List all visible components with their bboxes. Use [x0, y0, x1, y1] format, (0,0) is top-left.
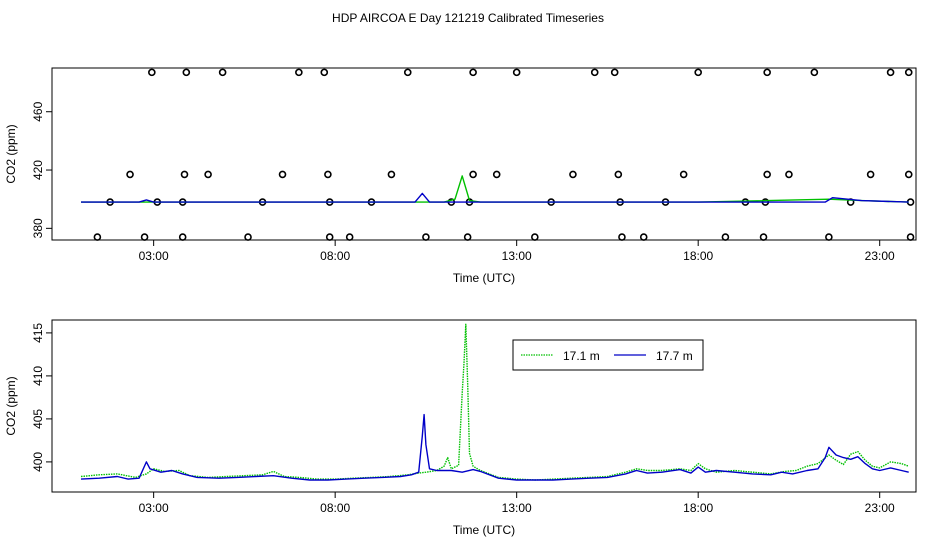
circle-marker [182, 171, 188, 177]
circle-marker [280, 171, 286, 177]
bottom-x-tick-label: 03:00 [139, 501, 169, 515]
circle-marker [514, 69, 520, 75]
top-x-tick-label: 08:00 [320, 249, 350, 263]
circle-marker [619, 234, 625, 240]
circle-marker [296, 69, 302, 75]
circle-marker [888, 69, 894, 75]
circle-marker [761, 234, 767, 240]
circle-marker [615, 171, 621, 177]
circle-marker [764, 171, 770, 177]
circle-marker [786, 171, 792, 177]
circle-marker [494, 171, 500, 177]
top-series [81, 176, 909, 202]
top-x-tick-label: 18:00 [683, 249, 713, 263]
circle-marker [826, 234, 832, 240]
bottom-series-line-1 [81, 415, 909, 480]
circle-marker [388, 171, 394, 177]
circle-marker [245, 234, 251, 240]
circle-marker [612, 69, 618, 75]
legend: 17.1 m 17.7 m [513, 340, 703, 370]
bottom-x-tick-label: 08:00 [320, 501, 350, 515]
top-y-ticks: 380 420 460 [31, 101, 52, 238]
top-y-tick-label: 380 [31, 218, 45, 238]
top-y-tick-label: 460 [31, 101, 45, 121]
bottom-series [81, 324, 909, 480]
circle-marker [695, 69, 701, 75]
top-circle-markers [94, 69, 913, 240]
circle-marker [532, 234, 538, 240]
circle-marker [906, 69, 912, 75]
top-y-axis-label: CO2 (ppm) [4, 124, 18, 183]
circle-marker [641, 234, 647, 240]
circle-marker [592, 69, 598, 75]
circle-marker [811, 69, 817, 75]
bottom-y-ticks: 400 405 410 415 [31, 323, 52, 472]
bottom-series-line-0 [81, 324, 909, 480]
circle-marker [127, 171, 133, 177]
bottom-x-ticks: 03:00 08:00 13:00 18:00 23:00 [139, 492, 895, 515]
circle-marker [681, 171, 687, 177]
chart-title: HDP AIRCOA E Day 121219 Calibrated Times… [332, 11, 604, 25]
circle-marker [908, 234, 914, 240]
circle-marker [347, 234, 353, 240]
top-x-tick-label: 03:00 [139, 249, 169, 263]
top-x-tick-label: 13:00 [502, 249, 532, 263]
top-x-tick-label: 23:00 [865, 249, 895, 263]
top-x-axis-label: Time (UTC) [453, 271, 515, 285]
top-panel: Time (UTC) CO2 (ppm) 03:00 08:00 13:00 18:0… [4, 68, 916, 285]
circle-marker [405, 69, 411, 75]
top-plot-frame [52, 68, 916, 240]
circle-marker [180, 234, 186, 240]
circle-marker [906, 171, 912, 177]
bottom-y-tick-label: 405 [31, 409, 45, 429]
top-y-tick-label: 420 [31, 160, 45, 180]
circle-marker [321, 69, 327, 75]
circle-marker [868, 171, 874, 177]
bottom-x-tick-label: 23:00 [865, 501, 895, 515]
circle-marker [94, 234, 100, 240]
circle-marker [423, 234, 429, 240]
bottom-x-tick-label: 13:00 [502, 501, 532, 515]
bottom-plot-frame [52, 320, 916, 492]
legend-label-1: 17.7 m [656, 349, 693, 363]
bottom-panel: Time (UTC) CO2 (ppm) 03:00 08:00 13:00 18:0… [4, 320, 916, 537]
legend-label-0: 17.1 m [563, 349, 600, 363]
bottom-y-tick-label: 400 [31, 452, 45, 472]
circle-marker [470, 69, 476, 75]
top-x-ticks: 03:00 08:00 13:00 18:00 23:00 [139, 240, 895, 263]
circle-marker [325, 171, 331, 177]
circle-marker [570, 171, 576, 177]
bottom-x-tick-label: 18:00 [683, 501, 713, 515]
circle-marker [470, 171, 476, 177]
circle-marker [722, 234, 728, 240]
circle-marker [205, 171, 211, 177]
bottom-x-axis-label: Time (UTC) [453, 523, 515, 537]
bottom-y-tick-label: 410 [31, 366, 45, 386]
top-series-line-0 [81, 176, 909, 202]
circle-marker [220, 69, 226, 75]
bottom-y-axis-label: CO2 (ppm) [4, 376, 18, 435]
circle-marker [149, 69, 155, 75]
circle-marker [764, 69, 770, 75]
circle-marker [465, 234, 471, 240]
circle-marker [183, 69, 189, 75]
bottom-y-tick-label: 415 [31, 323, 45, 343]
circle-marker [327, 234, 333, 240]
circle-marker [142, 234, 148, 240]
